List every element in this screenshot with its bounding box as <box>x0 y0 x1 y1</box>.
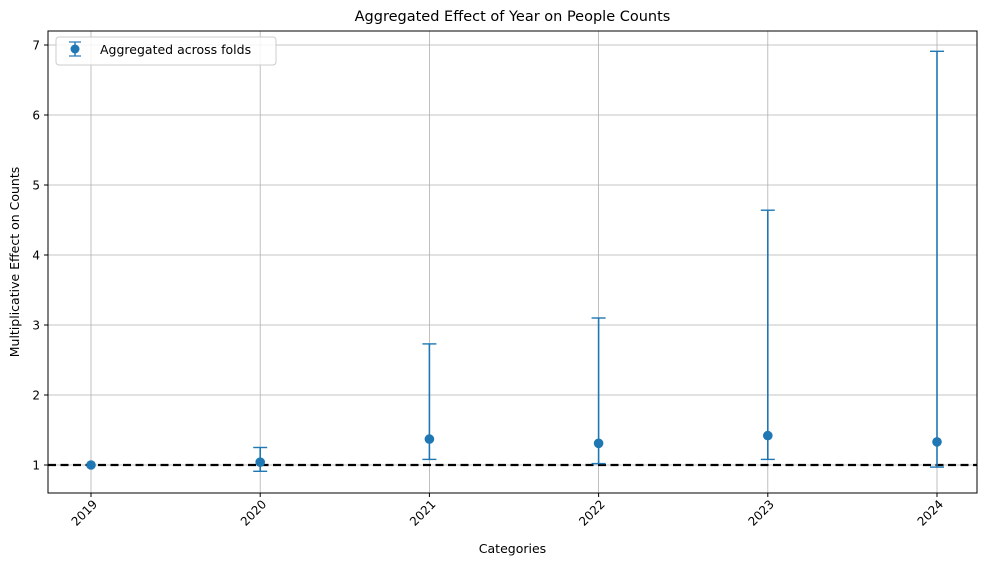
chart-title: Aggregated Effect of Year on People Coun… <box>355 9 671 25</box>
legend: Aggregated across folds <box>55 36 277 66</box>
data-point <box>255 457 265 468</box>
data-point <box>424 434 435 444</box>
y-tick-label: 7 <box>32 38 40 52</box>
y-tick-label: 3 <box>32 318 40 332</box>
data-point <box>86 460 96 470</box>
axes <box>47 30 978 494</box>
x-tick-label: 2022 <box>576 497 607 528</box>
ticks: 1 2 3 4 5 6 7 2019 2020 2021 2022 2023 2024 <box>32 38 946 528</box>
legend-point <box>70 44 80 54</box>
x-tick-label: 2019 <box>69 497 100 528</box>
x-tick-label: 2023 <box>745 497 776 528</box>
x-tick-label: 2024 <box>915 497 946 528</box>
legend-box <box>55 36 277 66</box>
y-tick-label: 2 <box>32 388 40 402</box>
data-point <box>932 437 942 447</box>
x-tick-label: 2020 <box>238 497 269 528</box>
legend-marker <box>69 41 81 57</box>
data-point <box>593 438 604 449</box>
y-tick-label: 1 <box>32 458 40 472</box>
y-axis-label: Multiplicative Effect on Counts <box>7 167 22 358</box>
series-group <box>86 50 944 472</box>
y-tick-label: 4 <box>32 248 40 262</box>
y-tick-label: 6 <box>32 108 40 122</box>
y-tick-label: 5 <box>32 178 40 192</box>
grid <box>48 31 977 493</box>
data-point <box>763 430 773 441</box>
x-axis-label: Categories <box>479 541 546 556</box>
x-tick-label: 2021 <box>407 497 438 528</box>
plot-frame <box>47 30 978 494</box>
legend-label: Aggregated across folds <box>100 42 251 57</box>
